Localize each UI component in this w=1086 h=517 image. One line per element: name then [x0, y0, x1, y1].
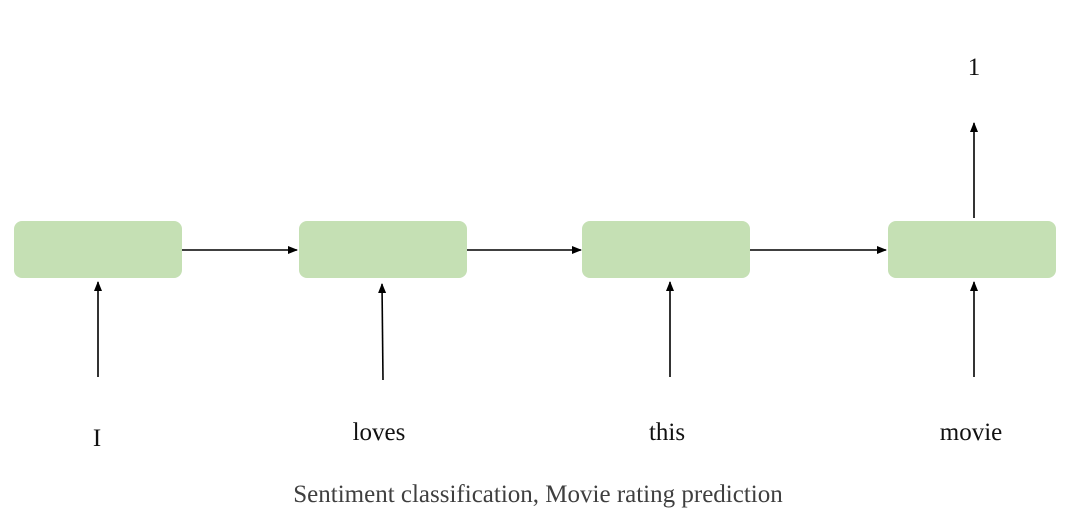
input-arrow-2 [378, 283, 387, 381]
rnn-cell-3 [582, 221, 750, 278]
rnn-cell-1 [14, 221, 182, 278]
rnn-cell-2 [299, 221, 467, 278]
output-label: 1 [967, 54, 981, 81]
rnn-cell-4 [888, 221, 1056, 278]
diagram-caption: Sentiment classification, Movie rating p… [293, 481, 783, 508]
input-word-2: loves [352, 419, 406, 446]
input-word-1: I [92, 425, 102, 452]
input-word-3: this [648, 419, 686, 446]
input-word-4: movie [939, 419, 1003, 446]
